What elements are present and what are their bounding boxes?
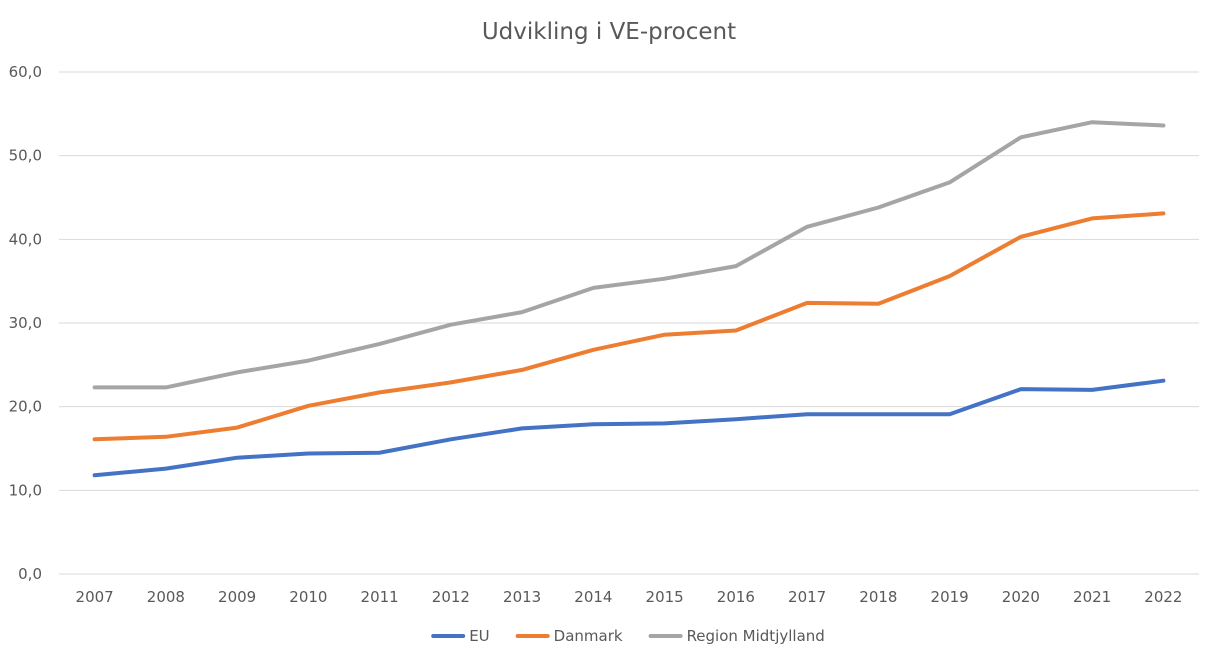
x-tick-label: 2019 [931,588,969,606]
y-tick-label: 50,0 [9,147,42,165]
series-line-region-midtjylland [92,120,1166,390]
legend: EU Danmark Region Midtjylland [431,627,825,645]
y-tick-label: 60,0 [9,63,42,81]
y-axis-ticks: 0,0 10,0 20,0 30,0 40,0 50,0 60,0 [9,63,42,583]
y-tick-label: 10,0 [9,481,42,499]
x-tick-label: 2009 [218,588,256,606]
gridlines [59,71,1199,575]
legend-label: Region Midtjylland [687,627,825,645]
legend-label: EU [469,627,489,645]
x-tick-label: 2017 [788,588,826,606]
x-tick-label: 2021 [1073,588,1111,606]
x-tick-label: 2015 [646,588,684,606]
x-tick-label: 2018 [859,588,897,606]
x-tick-label: 2013 [503,588,541,606]
y-tick-label: 20,0 [9,398,42,416]
x-tick-label: 2020 [1002,588,1040,606]
x-tick-label: 2014 [574,588,612,606]
series-lines [92,120,1166,478]
x-tick-label: 2022 [1144,588,1182,606]
y-tick-label: 30,0 [9,314,42,332]
series-line-danmark [92,211,1166,442]
y-tick-label: 40,0 [9,230,42,248]
x-tick-label: 2007 [76,588,114,606]
x-axis-ticks: 2007 2008 2009 2010 2011 2012 2013 2014 2015 2016… [76,588,1183,606]
x-tick-label: 2011 [361,588,399,606]
x-tick-label: 2012 [432,588,470,606]
chart-title: Udvikling i VE-procent [482,19,736,45]
x-tick-label: 2016 [717,588,755,606]
x-tick-label: 2010 [289,588,327,606]
y-tick-label: 0,0 [18,565,42,583]
legend-label: Danmark [554,627,623,645]
series-line-eu [92,378,1166,478]
x-tick-label: 2008 [147,588,185,606]
